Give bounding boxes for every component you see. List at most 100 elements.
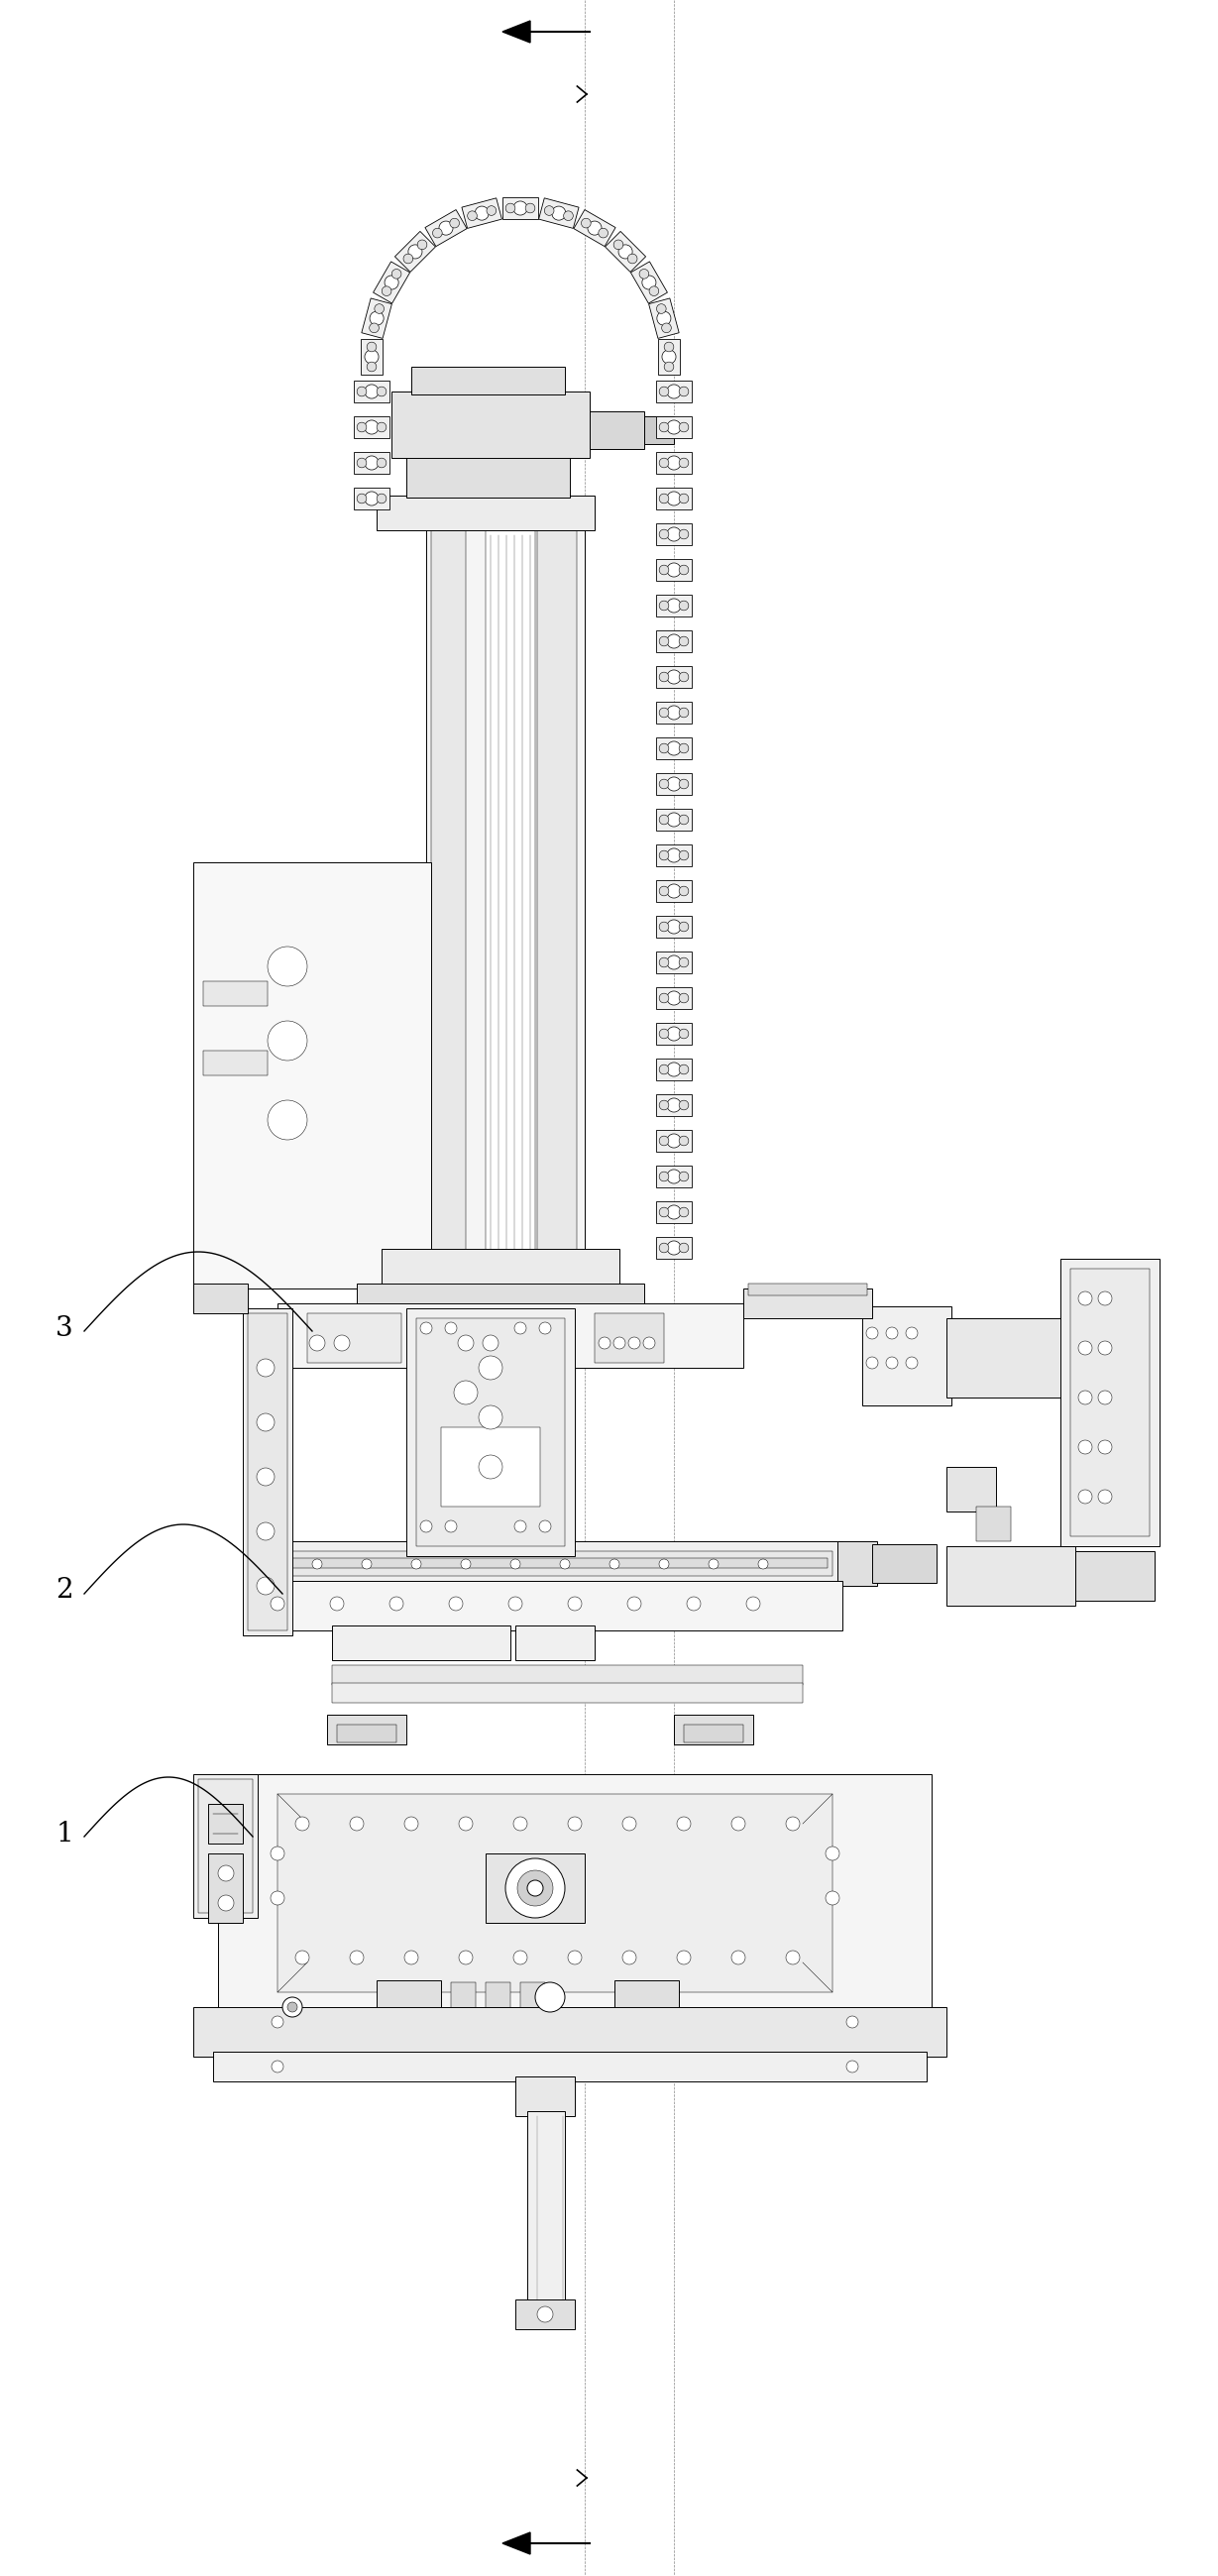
- Text: 3: 3: [56, 1314, 73, 1342]
- Circle shape: [678, 459, 688, 469]
- Bar: [333, 1625, 510, 1659]
- Circle shape: [403, 255, 413, 263]
- Circle shape: [609, 1558, 620, 1569]
- Polygon shape: [657, 523, 692, 546]
- Circle shape: [659, 600, 669, 611]
- Polygon shape: [657, 737, 692, 760]
- Circle shape: [272, 2017, 284, 2027]
- Circle shape: [678, 708, 688, 719]
- Bar: [946, 1466, 996, 1512]
- Circle shape: [659, 459, 669, 469]
- Polygon shape: [657, 487, 692, 510]
- Circle shape: [1078, 1391, 1093, 1404]
- Circle shape: [661, 350, 676, 363]
- Bar: [263, 1551, 832, 1577]
- Circle shape: [866, 1358, 878, 1368]
- Circle shape: [1099, 1440, 1112, 1453]
- Circle shape: [374, 304, 384, 314]
- Circle shape: [659, 1028, 669, 1038]
- Circle shape: [458, 1334, 474, 1350]
- Polygon shape: [657, 1236, 692, 1260]
- Polygon shape: [373, 263, 410, 304]
- Circle shape: [350, 1950, 364, 1965]
- Circle shape: [367, 343, 376, 353]
- Circle shape: [678, 1064, 688, 1074]
- Circle shape: [475, 206, 488, 219]
- Circle shape: [659, 994, 669, 1002]
- Polygon shape: [631, 263, 667, 304]
- Circle shape: [357, 386, 367, 397]
- Bar: [194, 1775, 258, 1919]
- Circle shape: [659, 814, 669, 824]
- Circle shape: [659, 1064, 669, 1074]
- Circle shape: [283, 1996, 302, 2017]
- Bar: [520, 1984, 546, 2022]
- Circle shape: [677, 1816, 691, 1832]
- Circle shape: [513, 1816, 527, 1832]
- Circle shape: [731, 1816, 745, 1832]
- Bar: [748, 1283, 867, 1296]
- Polygon shape: [503, 2532, 530, 2555]
- Circle shape: [257, 1414, 274, 1432]
- Circle shape: [639, 268, 649, 278]
- Circle shape: [667, 564, 681, 577]
- Circle shape: [257, 1468, 274, 1486]
- Circle shape: [659, 1172, 669, 1182]
- Circle shape: [678, 1028, 688, 1038]
- Circle shape: [268, 945, 307, 987]
- Bar: [486, 1855, 585, 1922]
- Circle shape: [381, 286, 391, 296]
- Bar: [213, 2050, 927, 2081]
- Bar: [194, 863, 431, 1288]
- Polygon shape: [657, 809, 692, 829]
- Circle shape: [786, 1816, 800, 1832]
- Circle shape: [826, 1891, 839, 1906]
- Bar: [451, 1314, 546, 1363]
- Circle shape: [667, 598, 681, 613]
- Circle shape: [514, 1321, 526, 1334]
- Circle shape: [272, 2061, 284, 2074]
- Polygon shape: [657, 451, 692, 474]
- Circle shape: [568, 1816, 582, 1832]
- Circle shape: [479, 1406, 503, 1430]
- Circle shape: [678, 958, 688, 966]
- Bar: [203, 1051, 268, 1074]
- Circle shape: [479, 1355, 503, 1381]
- Circle shape: [826, 1847, 839, 1860]
- Circle shape: [866, 1327, 878, 1340]
- Circle shape: [667, 528, 681, 541]
- Circle shape: [514, 1520, 526, 1533]
- Circle shape: [619, 245, 632, 258]
- Polygon shape: [657, 1164, 692, 1188]
- Circle shape: [659, 1136, 669, 1146]
- Circle shape: [659, 886, 669, 896]
- Circle shape: [364, 456, 379, 469]
- Circle shape: [678, 531, 688, 538]
- Bar: [515, 2300, 575, 2329]
- Polygon shape: [462, 198, 502, 229]
- Circle shape: [357, 422, 367, 433]
- Circle shape: [627, 1597, 641, 1610]
- Circle shape: [667, 670, 681, 685]
- Circle shape: [513, 1950, 527, 1965]
- Circle shape: [1078, 1489, 1093, 1504]
- Circle shape: [404, 1816, 418, 1832]
- Circle shape: [667, 1061, 681, 1077]
- Circle shape: [330, 1597, 343, 1610]
- Circle shape: [482, 1334, 498, 1350]
- Bar: [527, 2112, 565, 2308]
- Circle shape: [731, 1950, 745, 1965]
- Circle shape: [678, 778, 688, 788]
- Circle shape: [659, 778, 669, 788]
- Circle shape: [598, 1337, 610, 1350]
- Circle shape: [667, 1028, 681, 1041]
- Circle shape: [508, 1597, 523, 1610]
- Circle shape: [667, 420, 681, 435]
- Circle shape: [438, 222, 453, 234]
- Bar: [1071, 1267, 1150, 1535]
- Circle shape: [454, 1381, 477, 1404]
- Bar: [946, 1319, 1075, 1399]
- Circle shape: [678, 1172, 688, 1182]
- Circle shape: [678, 1136, 688, 1146]
- Circle shape: [667, 884, 681, 899]
